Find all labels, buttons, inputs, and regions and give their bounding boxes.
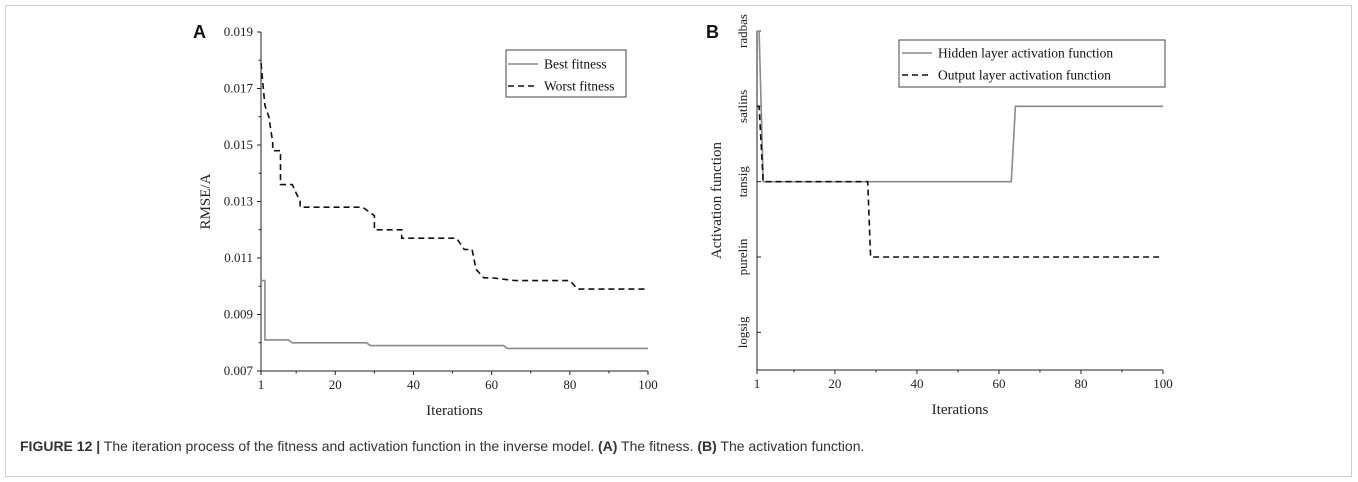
y-tick-label: 0.007 [224, 363, 254, 378]
legend: Hidden layer activation function Output l… [898, 39, 1166, 88]
x-tick-label: 1 [258, 377, 265, 392]
y-tick-label: 0.017 [224, 81, 254, 96]
caption-label-a: (A) [597, 438, 618, 454]
x-tick-label: 1 [754, 376, 761, 391]
x-axis-title: Iterations [426, 403, 483, 419]
x-tick-label: 40 [407, 377, 420, 392]
y-tick-label: 0.015 [224, 137, 253, 152]
legend: Best fitness Worst fitness [505, 49, 627, 98]
y-axis-title: RMSE/A [198, 173, 214, 229]
chart-panel-b: 1 20 40 60 80 100 logsig purelin tansig satlins ra… [706, 14, 1173, 418]
y-tick-label: 0.019 [224, 24, 253, 39]
x-tick-label: 40 [910, 376, 923, 391]
x-tick-label: 100 [638, 377, 658, 392]
caption-text-2: The fitness. [617, 438, 698, 454]
y-tick-label: 0.011 [224, 250, 253, 265]
caption-text-1: The iteration process of the fitness and… [100, 438, 598, 454]
series-line-second [260, 63, 648, 290]
legend-label: Output layer activation function [938, 68, 1111, 83]
x-tick-label: 60 [485, 377, 498, 392]
caption-text-3: The activation function. [716, 438, 865, 454]
y-tick-label: logsig [735, 316, 750, 348]
x-tick-label: 80 [563, 377, 576, 392]
legend-box [898, 39, 1166, 88]
series-line-second [757, 105, 1163, 258]
legend-label: Best fitness [544, 57, 607, 72]
x-tick-label: 100 [1153, 376, 1173, 391]
y-tick-label: tansig [735, 166, 750, 198]
panel-letter-b: B [706, 22, 719, 42]
y-tick-label: radbas [735, 14, 750, 48]
y-tick-label: 0.013 [224, 194, 253, 209]
y-tick-label: 0.009 [224, 307, 253, 322]
x-tick-label: 20 [828, 376, 841, 391]
caption-figure-label: FIGURE 12 | [20, 438, 101, 454]
x-axis-title: Iterations [932, 402, 989, 418]
y-tick-label: purelin [735, 238, 750, 275]
series-line-first [757, 30, 1163, 183]
legend-label: Worst fitness [544, 79, 615, 94]
y-axis-title: Activation function [709, 141, 725, 259]
x-tick-label: 20 [329, 377, 342, 392]
x-tick-label: 80 [1074, 376, 1087, 391]
series-line-first [261, 279, 648, 350]
legend-label: Hidden layer activation function [938, 46, 1113, 61]
x-tick-label: 60 [992, 376, 1005, 391]
caption-label-b: (B) [697, 438, 717, 454]
chart-panel-a: 1 20 40 60 80 100 0.007 0.009 0.011 0.013 0.015 0.0… [193, 22, 658, 419]
legend-box [505, 49, 627, 98]
y-tick-label: satlins [735, 90, 750, 123]
panel-letter-a: A [193, 22, 206, 42]
figure-caption: FIGURE 12 | The iteration process of the… [20, 438, 1340, 454]
